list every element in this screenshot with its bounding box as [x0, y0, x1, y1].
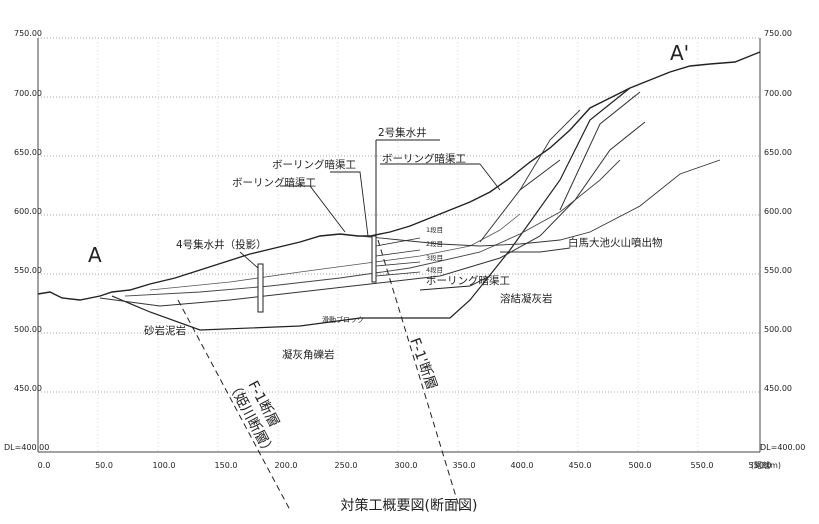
y-tick-left: 600.00	[14, 207, 42, 216]
x-tick: 450.0	[569, 461, 592, 470]
label-step-3: 3段目	[426, 253, 443, 262]
scarp-line-b	[479, 159, 561, 243]
slip-surface-mid	[124, 159, 621, 297]
x-tick: 150.0	[215, 461, 238, 470]
label-drain-b: ボーリング暗渠工	[382, 152, 466, 165]
ground-surface	[37, 51, 761, 301]
deposit-leader	[500, 247, 571, 253]
well-4-shaft	[257, 263, 264, 313]
x-tick: 400.0	[511, 461, 534, 470]
x-tick: 500.0	[629, 461, 652, 470]
label-well-2: 2号集水井	[378, 126, 427, 139]
y-tick-right: DL=400.00	[760, 443, 805, 452]
volcanic-deposit-boundary	[359, 159, 721, 247]
label-slide-block: 滑動ブロック	[322, 315, 364, 324]
scarp-line-a	[559, 91, 641, 211]
y-ticks-right: 750.00 700.00 650.00 600.00 550.00 500.0…	[760, 29, 805, 452]
label-drain-d: ボーリング暗渠工	[426, 274, 510, 287]
elevation-gridlines	[38, 37, 760, 393]
y-tick-left: 650.00	[14, 148, 42, 157]
x-tick: 550.0	[749, 461, 772, 470]
well-4-leader	[239, 251, 259, 269]
label-fault-f1p-group: F-1'断層	[406, 336, 439, 392]
y-tick-left: 550.00	[14, 266, 42, 275]
label-sandstone-mudstone: 砂岩泥岩	[144, 324, 186, 337]
x-tick: 350.0	[453, 461, 476, 470]
label-step-4: 4段目	[426, 265, 443, 274]
y-tick-left: 750.00	[14, 29, 42, 38]
y-tick-left: 450.00	[14, 384, 42, 393]
x-ticks: 0.0 50.0 100.0 150.0 200.0 250.0 300.0 3…	[38, 460, 781, 470]
x-axis-unit: (距離m)	[751, 460, 781, 470]
scarp-line-c	[519, 109, 581, 191]
y-tick-right: 550.00	[764, 266, 792, 275]
label-volcanic-deposit: 白馬大池火山噴出物	[568, 236, 663, 249]
x-tick: 100.0	[153, 461, 176, 470]
y-ticks-left: 750.00 700.00 650.00 600.00 550.00 500.0…	[4, 29, 49, 452]
slip-surface-upper	[149, 213, 521, 291]
distance-gridlines	[97, 38, 699, 452]
label-welded-tuff: 溶結凝灰岩	[500, 292, 553, 305]
y-tick-left: DL=400.00	[4, 443, 49, 452]
y-tick-right: 500.00	[764, 325, 792, 334]
label-drain-a: ボーリング暗渠工	[272, 158, 356, 171]
fault-f1p-line	[377, 239, 461, 511]
y-tick-right: 450.00	[764, 384, 792, 393]
y-tick-left: 700.00	[14, 89, 42, 98]
label-well-4: 4号集水井（投影）	[176, 238, 267, 251]
label-fault-f1p: F-1'断層	[406, 336, 439, 392]
x-tick: 550.0	[691, 461, 714, 470]
y-tick-right: 650.00	[764, 148, 792, 157]
drain-leaders	[280, 163, 501, 291]
x-tick: 50.0	[95, 461, 113, 470]
label-drain-c: ボーリング暗渠工	[232, 176, 316, 189]
x-tick: 300.0	[395, 461, 418, 470]
y-tick-left: 500.00	[14, 325, 42, 334]
label-fault-f1-group: F-1断層 （姫川断層）	[224, 378, 282, 460]
label-tuff-breccia: 凝灰角礫岩	[282, 348, 335, 361]
section-letter-a: A	[88, 243, 102, 267]
section-letter-a-prime: A'	[670, 41, 689, 65]
well-2-steps	[375, 237, 421, 277]
x-tick: 250.0	[335, 461, 358, 470]
slide-block-outline	[111, 87, 631, 331]
label-step-1: 1段目	[426, 225, 443, 234]
label-step-2: 2段目	[426, 239, 443, 248]
y-tick-right: 750.00	[764, 29, 792, 38]
y-tick-right: 600.00	[764, 207, 792, 216]
x-tick: 200.0	[275, 461, 298, 470]
x-tick: 0.0	[38, 461, 51, 470]
slip-surface-inner	[99, 121, 646, 307]
figure-caption: 対策工概要図(断面図)	[341, 497, 478, 514]
well-2-shaft	[371, 235, 377, 283]
y-tick-right: 700.00	[764, 89, 792, 98]
